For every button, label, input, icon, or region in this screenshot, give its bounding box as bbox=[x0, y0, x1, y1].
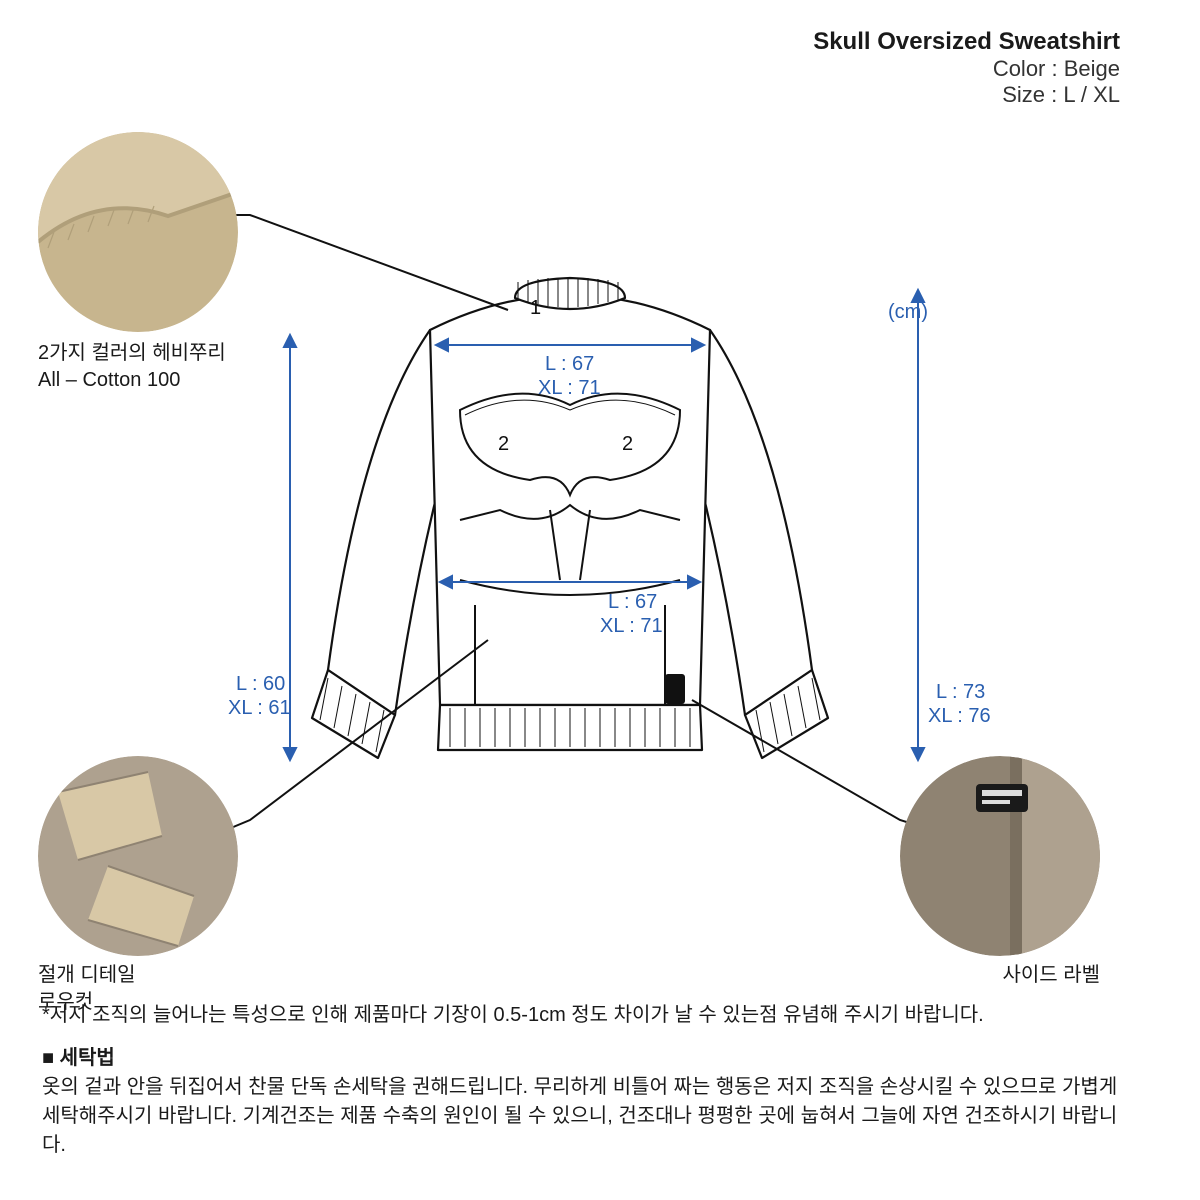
swatch-cutting bbox=[38, 756, 238, 956]
chest-l: L : 67 bbox=[608, 590, 657, 615]
swatch-sidelabel-line1: 사이드 라벨 bbox=[1002, 962, 1100, 989]
swatch-fabric-label: 2가지 컬러의 헤비쭈리 All – Cotton 100 bbox=[38, 340, 226, 394]
swatch-cutting-line1: 절개 디테일 bbox=[38, 962, 136, 989]
wash-heading: ■ 세탁법 bbox=[42, 1044, 1140, 1073]
length-xl: XL : 76 bbox=[928, 704, 991, 729]
size-note: *저지 조직의 늘어나는 특성으로 인해 제품마다 기장이 0.5-1cm 정도… bbox=[42, 1001, 1140, 1030]
shoulder-l: L : 67 bbox=[545, 352, 594, 377]
swatch-fabric-line2: All – Cotton 100 bbox=[38, 367, 226, 394]
swatch-fabric bbox=[38, 132, 238, 332]
unit-label: (cm) bbox=[888, 300, 928, 325]
care-instructions: *저지 조직의 늘어나는 특성으로 인해 제품마다 기장이 0.5-1cm 정도… bbox=[42, 1001, 1140, 1160]
diagram-stage: Skull Oversized Sweatshirt Color : Beige… bbox=[0, 0, 1200, 1200]
sleeve-l: L : 60 bbox=[236, 672, 285, 697]
length-l: L : 73 bbox=[936, 680, 985, 705]
wash-body: 옷의 겉과 안을 뒤집어서 찬물 단독 손세탁을 권해드립니다. 무리하게 비틀… bbox=[42, 1073, 1140, 1160]
chest-xl: XL : 71 bbox=[600, 614, 663, 639]
marker-2a: 2 bbox=[498, 432, 509, 457]
marker-2b: 2 bbox=[622, 432, 633, 457]
sleeve-xl: XL : 61 bbox=[228, 696, 291, 721]
shoulder-xl: XL : 71 bbox=[538, 376, 601, 401]
swatch-label bbox=[900, 756, 1100, 956]
swatch-sidelabel-label: 사이드 라벨 bbox=[1002, 962, 1100, 989]
swatch-fabric-line1: 2가지 컬러의 헤비쭈리 bbox=[38, 340, 226, 367]
marker-1: 1 bbox=[530, 296, 541, 321]
